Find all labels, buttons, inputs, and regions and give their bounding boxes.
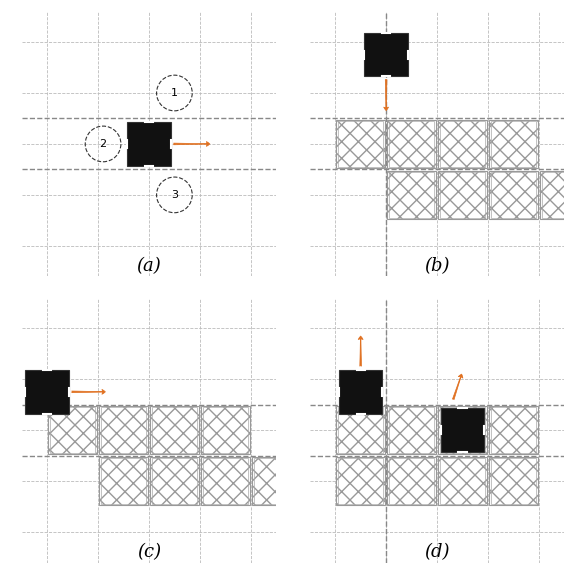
Bar (50, 408, 95, 453)
Bar (387, 457, 436, 505)
Bar (254, 458, 299, 503)
Bar (489, 406, 538, 454)
Bar (438, 406, 487, 454)
Bar (203, 458, 248, 503)
Bar (491, 408, 536, 453)
Bar (99, 457, 148, 505)
Bar (387, 406, 436, 454)
Bar (336, 406, 385, 454)
Bar (389, 458, 434, 503)
Bar (491, 172, 536, 218)
Bar (438, 120, 487, 168)
Bar (336, 457, 385, 505)
Bar (440, 121, 485, 166)
Bar (338, 458, 383, 503)
Bar (338, 408, 383, 453)
Bar (101, 458, 146, 503)
Text: (a): (a) (137, 257, 161, 275)
Bar (438, 457, 487, 505)
Bar (99, 406, 148, 454)
Bar (441, 409, 484, 452)
Bar (387, 170, 436, 219)
Text: 3: 3 (171, 190, 178, 200)
Bar (201, 457, 250, 505)
Bar (48, 406, 97, 454)
Bar (336, 120, 385, 168)
Bar (389, 121, 434, 166)
Bar (339, 370, 382, 413)
Text: 1: 1 (171, 88, 178, 98)
Bar (338, 121, 383, 166)
Text: 2: 2 (100, 139, 107, 149)
Bar (542, 172, 586, 218)
Bar (150, 406, 199, 454)
Bar (489, 457, 538, 505)
Bar (252, 457, 301, 505)
Bar (438, 170, 487, 219)
Bar (440, 458, 485, 503)
Bar (440, 172, 485, 218)
Bar (152, 458, 197, 503)
Bar (364, 33, 408, 76)
Bar (489, 170, 538, 219)
Bar (389, 408, 434, 453)
Bar (152, 408, 197, 453)
Bar (127, 122, 171, 165)
Bar (491, 121, 536, 166)
Bar (387, 120, 436, 168)
Text: (b): (b) (424, 257, 450, 275)
Bar (101, 408, 146, 453)
Bar (491, 458, 536, 503)
Bar (150, 457, 199, 505)
Bar (203, 408, 248, 453)
Bar (540, 170, 586, 219)
Bar (389, 172, 434, 218)
Bar (489, 120, 538, 168)
Text: (d): (d) (424, 544, 450, 561)
Text: (c): (c) (137, 544, 161, 561)
Bar (201, 406, 250, 454)
Bar (440, 408, 485, 453)
Bar (25, 370, 69, 413)
